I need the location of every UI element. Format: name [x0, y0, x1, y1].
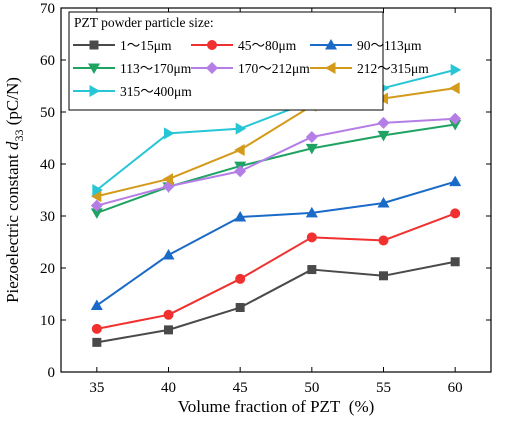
legend-marker [206, 62, 218, 74]
legend-marker [325, 62, 336, 74]
legend-marker [207, 40, 217, 50]
legend-entry: 315～400μm [73, 84, 192, 99]
legend-box [68, 11, 384, 111]
data-point [449, 119, 462, 131]
data-point [450, 63, 462, 76]
y-tick-label: 40 [40, 157, 55, 173]
y-axis-title-suffix: (pC/N) [3, 77, 22, 129]
data-point [234, 143, 245, 156]
data-point [306, 232, 317, 243]
legend-marker [89, 40, 99, 50]
series-line [96, 212, 456, 330]
data-point [305, 130, 318, 143]
data-point [305, 206, 318, 218]
legend-label: 212～315μm [357, 61, 429, 76]
series-3 [90, 175, 462, 310]
legend-title: PZT powder particle size: [74, 15, 214, 30]
data-point [235, 303, 245, 313]
data-point [305, 143, 318, 155]
y-tick-label: 20 [40, 261, 55, 277]
y-axis: 0 10 20 30 40 50 60 70 [40, 1, 491, 381]
y-tick-label: 50 [40, 105, 55, 121]
data-point [235, 273, 246, 284]
series-1 [92, 257, 460, 347]
x-tick-label: 35 [89, 380, 104, 396]
y-axis-title-subscript: 33 [12, 129, 26, 141]
data-point [90, 208, 103, 219]
legend-entry: 212～315μm [310, 61, 429, 76]
series-line [96, 260, 456, 344]
x-tick-label: 50 [304, 380, 319, 396]
legend-label: 90～113μm [357, 38, 422, 53]
data-point [449, 82, 460, 95]
series-line [96, 123, 456, 214]
data-point [377, 116, 390, 129]
data-point [91, 323, 102, 334]
data-point [163, 309, 174, 320]
legend-marker [325, 39, 337, 50]
data-point [234, 165, 247, 178]
data-point [90, 299, 103, 310]
x-tick-label: 60 [448, 380, 463, 396]
legend-label: 315～400μm [120, 84, 192, 99]
data-point [92, 337, 102, 347]
legend-label: 113～170μm [120, 61, 192, 76]
data-point [377, 130, 390, 142]
y-tick-label: 60 [40, 53, 55, 69]
data-point [234, 211, 247, 222]
series-line [96, 68, 456, 191]
data-point [377, 197, 390, 208]
data-point [162, 249, 175, 260]
data-point [449, 175, 462, 187]
legend-label: 1～15μm [120, 38, 172, 53]
series-2 [91, 208, 461, 334]
y-axis-title: Piezoelectric constant d33 (pC/N) [3, 77, 26, 303]
y-tick-label: 30 [40, 209, 55, 225]
data-point [90, 190, 102, 203]
legend-marker [88, 63, 100, 74]
data-point [378, 235, 389, 246]
y-tick-label: 10 [40, 313, 55, 329]
series-4 [90, 119, 462, 219]
data-point [235, 122, 247, 135]
y-tick-label: 0 [48, 365, 56, 381]
data-point [449, 112, 462, 125]
legend-label: 45～80μm [238, 38, 297, 53]
x-tick-label: 45 [233, 380, 248, 396]
x-tick-label: 55 [376, 380, 391, 396]
y-axis-title-symbol: d [3, 141, 22, 150]
series-5 [90, 112, 462, 212]
legend: PZT powder particle size: 1～15μm 45～80μm 9… [68, 11, 429, 111]
legend-entry: 170～212μm [191, 61, 310, 76]
series-line [96, 180, 456, 307]
series-line [96, 117, 456, 207]
x-axis: 35 40 45 50 55 60 [89, 8, 463, 396]
x-tick-label: 40 [161, 380, 176, 396]
data-point [450, 208, 461, 219]
data-point [164, 127, 175, 140]
data-point [307, 265, 317, 275]
y-tick-label: 70 [40, 1, 55, 17]
y-axis-title-prefix: Piezoelectric constant [3, 150, 22, 303]
plot-frame [60, 7, 492, 373]
legend-entry: 1～15μm [73, 38, 172, 53]
data-point [450, 257, 460, 267]
data-point [92, 184, 103, 196]
legend-entry: 113～170μm [73, 61, 192, 76]
data-point [162, 173, 173, 186]
series-line [96, 87, 456, 198]
legend-label: 170～212μm [238, 61, 310, 76]
legend-entry: 45～80μm [191, 38, 297, 53]
data-point [164, 325, 173, 335]
x-axis-title: Volume fraction of PZT (%) [178, 397, 375, 416]
legend-marker [89, 85, 100, 97]
legend-entry: 90～113μm [310, 38, 422, 53]
data-point [379, 271, 388, 281]
data-point [90, 199, 103, 212]
